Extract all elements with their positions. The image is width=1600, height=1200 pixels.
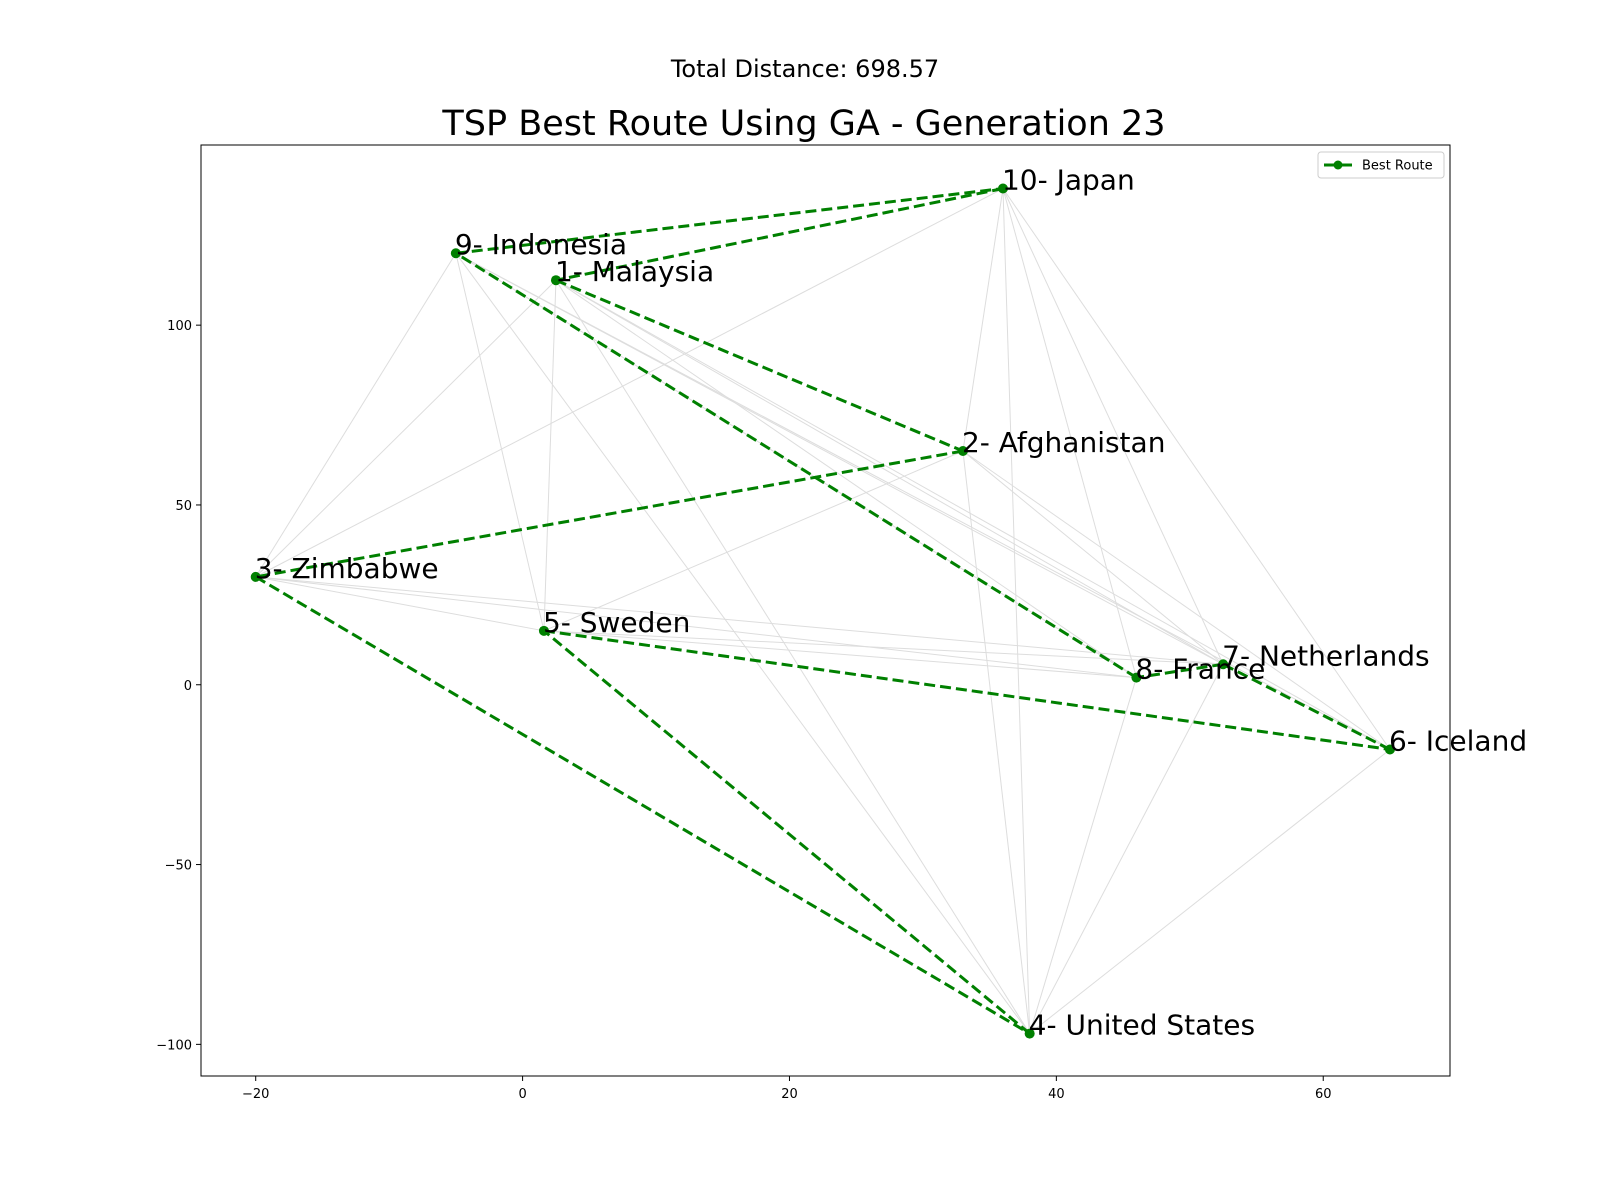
background-edge-2-7: [962, 450, 1224, 665]
background-edge-9-5: [455, 253, 545, 631]
legend-marker-swatch: [1333, 160, 1343, 170]
y-axis-ticks: −100 −50 0 50 100: [156, 319, 201, 1053]
city-label-3-zimbabwe: 3- Zimbabwe: [255, 552, 439, 585]
y-tick-label: −50: [165, 859, 192, 874]
city-point-8-france: [1131, 672, 1142, 683]
background-edge-3-8: [255, 576, 1137, 679]
route-segment-8-9: [455, 251, 1138, 679]
x-tick-label: 40: [1048, 1087, 1065, 1102]
city-point-9-indonesia: [450, 248, 461, 259]
background-edge-1-7: [555, 279, 1224, 665]
best-route-series: [254, 187, 1391, 1035]
background-edges: [255, 188, 1391, 1034]
background-edge-10-7: [1002, 188, 1224, 665]
x-tick-label: 60: [1315, 1087, 1332, 1102]
background-edge-9-6: [455, 252, 1391, 750]
background-edge-1-5: [543, 280, 557, 631]
city-point-6-iceland: [1384, 744, 1395, 755]
city-label-6-iceland: 6- Iceland: [1389, 724, 1527, 757]
city-labels: 1- Malaysia 2- Afghanistan 3- Zimbabwe 4- U…: [255, 164, 1527, 1042]
city-label-9-indonesia: 9- Indonesia: [455, 228, 627, 261]
city-label-7-netherlands: 7- Netherlands: [1222, 639, 1430, 672]
x-tick-label: 0: [518, 1087, 526, 1102]
city-point-2-afghanistan: [957, 446, 968, 457]
city-label-4-united-states: 4- United States: [1029, 1009, 1255, 1042]
background-edge-10-3: [255, 188, 1004, 578]
route-segment-2-3: [255, 449, 964, 579]
background-edge-8-4: [1029, 677, 1137, 1034]
background-edge-5-7: [543, 630, 1224, 665]
x-tick-label: −20: [242, 1087, 269, 1102]
background-edge-10-6: [1002, 188, 1391, 750]
city-point-10-japan: [997, 183, 1008, 194]
background-edge-9-4: [455, 252, 1031, 1034]
city-point-4-united-states: [1024, 1028, 1035, 1039]
background-edge-6-4: [1029, 749, 1391, 1034]
background-edge-9-3: [255, 252, 457, 578]
city-point-3-zimbabwe: [250, 571, 261, 582]
y-tick-label: 0: [184, 679, 192, 694]
x-axis-ticks: −20 0 20 40 60: [242, 1076, 1332, 1102]
background-edge-7-4: [1029, 664, 1224, 1034]
background-edge-3-7: [255, 576, 1224, 665]
city-label-2-afghanistan: 2- Afghanistan: [962, 426, 1166, 459]
city-point-7-netherlands: [1218, 659, 1229, 670]
route-segment-3-4: [254, 575, 1031, 1035]
legend: Best Route: [1317, 151, 1445, 179]
route-segment-1-2: [555, 278, 964, 453]
background-edge-1-4: [555, 279, 1031, 1034]
city-label-10-japan: 10- Japan: [1002, 164, 1135, 197]
city-points: [250, 183, 1395, 1039]
background-edge-10-2: [962, 188, 1004, 452]
background-edge-2-5: [543, 450, 964, 632]
route-segment-7-8: [1136, 662, 1224, 680]
background-edge-10-8: [1002, 188, 1137, 678]
background-edge-5-8: [543, 630, 1137, 679]
background-edge-1-3: [255, 279, 557, 578]
background-edge-3-5: [255, 576, 545, 632]
y-tick-label: −100: [156, 1038, 192, 1053]
background-edge-2-6: [962, 450, 1391, 750]
city-point-1-malaysia: [550, 275, 561, 286]
suptitle-total-distance: Total Distance: 698.57: [670, 55, 940, 83]
city-label-5-sweden: 5- Sweden: [543, 606, 690, 639]
y-tick-label: 50: [175, 499, 192, 514]
background-edge-1-6: [555, 279, 1391, 750]
legend-box: [1317, 151, 1445, 179]
legend-entry-best-route: Best Route: [1362, 159, 1433, 174]
background-edge-2-4: [962, 450, 1031, 1034]
chart-title: TSP Best Route Using GA - Generation 23: [441, 104, 1165, 144]
x-tick-label: 20: [781, 1087, 798, 1102]
route-segment-9-10: [455, 187, 1004, 255]
city-label-1-malaysia: 1- Malaysia: [555, 255, 714, 288]
route-segment-4-5: [542, 629, 1031, 1035]
background-edge-1-8: [555, 279, 1137, 678]
route-segment-10-1: [555, 187, 1004, 282]
city-point-5-sweden: [538, 625, 549, 636]
axes-frame: [200, 144, 1451, 1077]
y-tick-label: 100: [167, 319, 192, 334]
route-segment-5-6: [543, 629, 1391, 751]
city-label-8-france: 8- France: [1135, 653, 1265, 686]
background-edge-10-4: [1002, 188, 1031, 1034]
